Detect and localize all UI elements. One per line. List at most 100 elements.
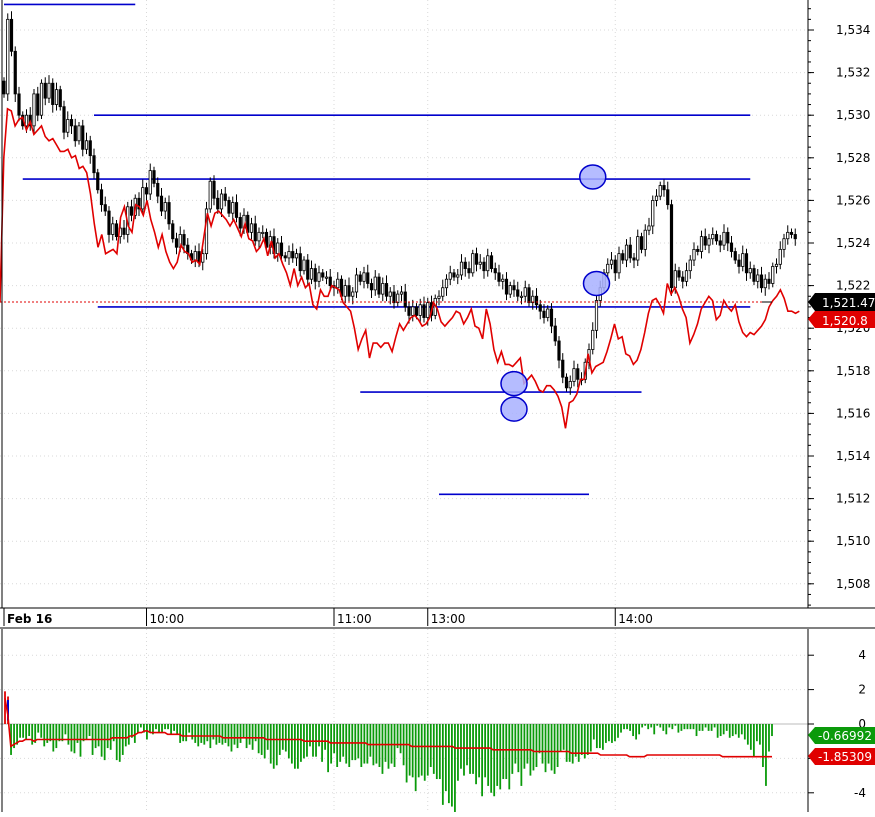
candle-body [467, 268, 471, 274]
ellipse-marker[interactable] [500, 370, 528, 397]
time-tick-label: 13:00 [431, 612, 466, 626]
candle-body [744, 253, 749, 274]
candle-body [156, 182, 160, 197]
candle-body [576, 368, 580, 380]
indicator-signal-line [4, 698, 772, 758]
candle-body [771, 266, 775, 284]
candle-body [321, 272, 325, 278]
signal-last-label: -1.85309 [818, 750, 872, 764]
candle-body [677, 270, 681, 278]
candle-body [219, 193, 224, 210]
candle-body [309, 268, 314, 280]
candle-body [411, 306, 415, 316]
candle-body [294, 253, 299, 259]
candle-body [167, 202, 171, 225]
price-tick-label: 1,508 [836, 577, 870, 591]
candle-body [36, 93, 40, 116]
candle-body [726, 231, 730, 244]
candle-body [553, 325, 557, 342]
candle-body [456, 274, 460, 278]
candle-body [621, 253, 625, 261]
candle-body [354, 274, 359, 293]
candle-body [486, 255, 490, 272]
candle-body [234, 202, 239, 218]
candle-body [471, 253, 475, 274]
time-tick-label: 14:00 [618, 612, 653, 626]
candle-body [523, 287, 527, 297]
candle-body [606, 263, 610, 274]
candle-body [591, 329, 595, 350]
candle-body [212, 180, 216, 199]
candle-body [6, 18, 10, 95]
candle-body [707, 238, 711, 246]
candle-body [422, 304, 426, 318]
candle-body [756, 274, 760, 282]
candle-body [546, 308, 550, 318]
candle-body [729, 242, 734, 252]
candle-body [489, 255, 494, 269]
signal-line-path [4, 698, 772, 758]
candle-body [407, 306, 411, 316]
candle-body [377, 276, 381, 295]
candle-body [174, 238, 179, 248]
price-axis-ticks: 1,534 1,532 1,530 1,528 1,526 1,524 1,522 1,520… [808, 8, 870, 606]
candle-body [482, 261, 486, 272]
candle-body [561, 359, 565, 378]
candle-body [444, 278, 449, 289]
candle-body [572, 368, 576, 382]
candle-body [336, 278, 340, 289]
candle-body [317, 272, 321, 282]
candle-body [752, 268, 756, 282]
candle-body [313, 268, 317, 282]
ellipse-markers [500, 164, 611, 422]
candle-body [381, 283, 385, 295]
candle-body [231, 202, 235, 214]
price-tick-label: 1,516 [836, 406, 870, 420]
candle-body [47, 82, 51, 99]
candle-body [639, 236, 644, 250]
candle-body [542, 310, 546, 318]
red-line-last-label: 1,520.8 [822, 314, 868, 328]
price-tick-label: 1,510 [836, 534, 870, 548]
price-tick-label: 1,524 [836, 236, 870, 250]
candle-body [662, 185, 666, 191]
candle-body [628, 244, 632, 259]
ellipse-marker[interactable] [579, 164, 607, 190]
ellipse-marker[interactable] [500, 396, 528, 422]
candle-body [793, 234, 797, 240]
candle-body [613, 259, 617, 274]
candle-body [516, 289, 520, 297]
ellipse-marker[interactable] [582, 270, 611, 297]
candle-body [287, 251, 291, 259]
candle-body [96, 172, 100, 191]
candle-body [564, 376, 569, 389]
candle-body [148, 170, 152, 195]
indicator-tick-label: 2 [858, 683, 866, 697]
candle-body [568, 381, 572, 389]
price-tick-label: 1,534 [836, 23, 870, 37]
candle-body [636, 236, 640, 261]
price-tick-label: 1,522 [836, 279, 870, 293]
candle-body [32, 93, 36, 127]
candle-body [208, 180, 212, 210]
candle-body [362, 272, 366, 282]
candle-body [366, 272, 370, 284]
candle-body [493, 268, 497, 274]
candle-body [171, 223, 175, 240]
candle-body [257, 231, 261, 242]
candle-body [384, 283, 389, 297]
candle-body [2, 80, 6, 95]
candle-body [504, 278, 509, 295]
candle-body [437, 295, 441, 299]
candle-body [84, 140, 89, 150]
candle-body [748, 268, 752, 274]
candle-body [69, 119, 74, 127]
candle-body [216, 197, 220, 210]
candle-body [261, 231, 265, 234]
candle-body [122, 227, 126, 235]
candle-body [418, 304, 422, 316]
candle-body [711, 234, 715, 240]
candle-body [283, 255, 287, 259]
